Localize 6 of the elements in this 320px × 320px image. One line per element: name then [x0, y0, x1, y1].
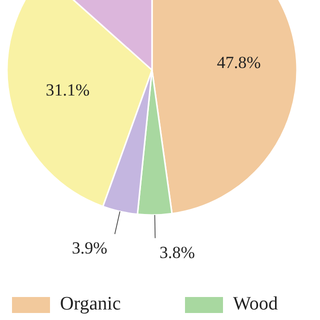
data-label: 3.8%: [159, 243, 195, 262]
data-label: 3.9%: [72, 238, 108, 258]
data-label: 47.8%: [216, 52, 261, 72]
legend-label: Organic: [60, 293, 121, 314]
data-label: 31.1%: [46, 80, 90, 100]
legend-label: Wood: [233, 293, 278, 314]
